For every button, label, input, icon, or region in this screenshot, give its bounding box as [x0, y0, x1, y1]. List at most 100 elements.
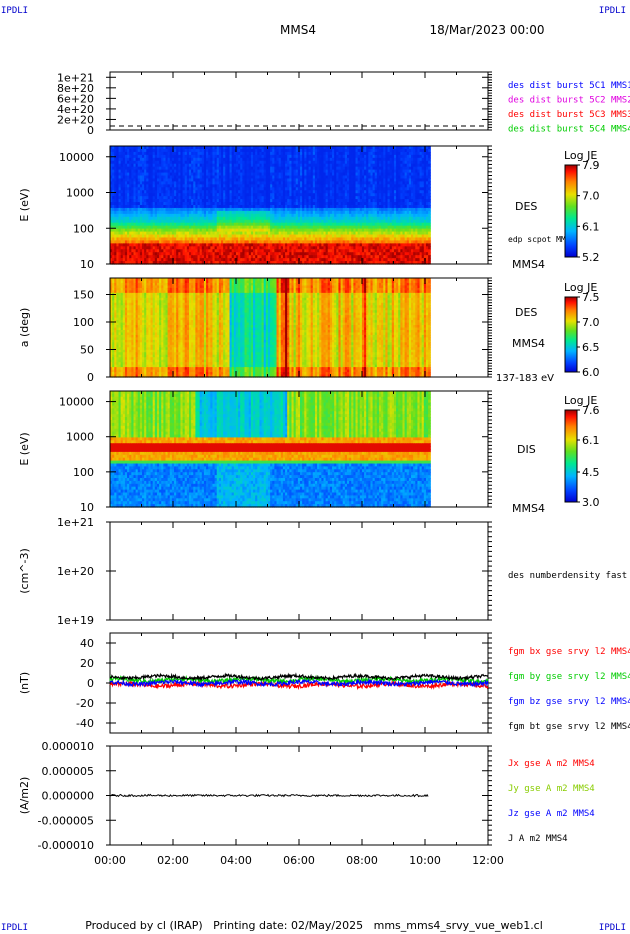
- heatmap-cell: [163, 187, 167, 191]
- heatmap-cell: [131, 243, 135, 247]
- heatmap-cell: [139, 166, 143, 171]
- heatmap-cell: [161, 157, 164, 162]
- heatmap-cell: [156, 240, 160, 244]
- heatmap-cell: [216, 184, 220, 188]
- heatmap-cell: [148, 148, 152, 153]
- heatmap-cell: [137, 258, 141, 262]
- heatmap-cell: [142, 228, 145, 233]
- heatmap-cell: [144, 154, 147, 159]
- heatmap-cell: [182, 219, 186, 224]
- heatmap-cell: [159, 148, 162, 153]
- heatmap-cell: [142, 202, 145, 206]
- heatmap-cell: [197, 258, 201, 262]
- heatmap-cell: [122, 255, 126, 259]
- heatmap-cell: [186, 252, 190, 256]
- heatmap-cell: [127, 202, 130, 206]
- heatmap-cell: [110, 178, 113, 182]
- heatmap-cell: [178, 213, 182, 218]
- heatmap-cell: [176, 210, 179, 215]
- heatmap-cell: [114, 151, 117, 156]
- heatmap-cell: [110, 202, 113, 206]
- heatmap-cell: [159, 184, 162, 188]
- heatmap-cell: [133, 237, 137, 241]
- heatmap-cell: [114, 202, 117, 206]
- heatmap-cell: [178, 178, 182, 182]
- heatmap-cell: [208, 166, 211, 171]
- heatmap-cell: [178, 228, 182, 233]
- heatmap-cell: [129, 240, 132, 244]
- heatmap-cell: [165, 234, 169, 239]
- heatmap-cell: [197, 148, 201, 153]
- heatmap-cell: [135, 219, 139, 224]
- heatmap-cell: [210, 175, 214, 180]
- heatmap-cell: [171, 222, 175, 227]
- heatmap-cell: [176, 154, 179, 159]
- heatmap-cell: [199, 202, 203, 206]
- corner-label-tr: IPDLI: [598, 6, 626, 16]
- heatmap-cell: [171, 190, 175, 194]
- heatmap-cell: [144, 231, 147, 236]
- heatmap-cell: [178, 157, 182, 162]
- heatmap-cell: [195, 243, 199, 247]
- heatmap-cell: [210, 163, 214, 168]
- heatmap-cell: [122, 202, 126, 206]
- heatmap-cell: [118, 175, 122, 180]
- heatmap-cell: [139, 258, 143, 262]
- heatmap-cell: [112, 178, 115, 182]
- heatmap-cell: [197, 169, 201, 174]
- heatmap-cell: [191, 187, 194, 191]
- heatmap-cell: [142, 231, 145, 236]
- heatmap-cell: [154, 181, 158, 185]
- heatmap-cell: [210, 252, 214, 256]
- heatmap-cell: [191, 261, 194, 265]
- heatmap-cell: [142, 219, 145, 224]
- heatmap-cell: [208, 228, 211, 233]
- heatmap-cell: [139, 169, 143, 174]
- heatmap-cell: [174, 193, 177, 197]
- heatmap-cell: [112, 243, 115, 247]
- heatmap-cell: [212, 205, 216, 209]
- heatmap-cell: [114, 207, 117, 212]
- heatmap-cell: [218, 240, 222, 244]
- heatmap-cell: [148, 261, 152, 265]
- heatmap-cell: [120, 205, 124, 209]
- heatmap-cell: [129, 172, 132, 177]
- heatmap-cell: [214, 175, 218, 180]
- heatmap-cell: [165, 228, 169, 233]
- heatmap-cell: [148, 246, 152, 250]
- heatmap-cell: [174, 228, 177, 233]
- heatmap-cell: [122, 207, 126, 212]
- heatmap-cell: [150, 207, 154, 212]
- heatmap-cell: [171, 237, 175, 241]
- heatmap-cell: [184, 166, 188, 171]
- heatmap-cell: [118, 163, 122, 168]
- heatmap-cell: [165, 151, 169, 156]
- heatmap-cell: [110, 237, 113, 241]
- heatmap-cell: [163, 231, 167, 236]
- heatmap-cell: [176, 172, 179, 177]
- heatmap-cell: [120, 234, 124, 239]
- heatmap-cell: [178, 207, 182, 212]
- corner-label-bl: IPDLI: [1, 923, 29, 933]
- heatmap-cell: [186, 184, 190, 188]
- heatmap-cell: [142, 169, 145, 174]
- heatmap-cell: [135, 175, 139, 180]
- heatmap-cell: [212, 160, 216, 165]
- heatmap-cell: [180, 234, 184, 239]
- heatmap-cell: [116, 163, 120, 168]
- heatmap-cell: [201, 146, 205, 150]
- heatmap-cell: [142, 240, 145, 244]
- heatmap-cell: [154, 190, 158, 194]
- heatmap-cell: [110, 163, 113, 168]
- heatmap-cell: [142, 222, 145, 227]
- heatmap-cell: [197, 234, 201, 239]
- heatmap-cell: [216, 181, 220, 185]
- heatmap-cell: [197, 146, 201, 150]
- heatmap-cell: [199, 237, 203, 241]
- heatmap-cell: [159, 234, 162, 239]
- heatmap-cell: [129, 187, 132, 191]
- heatmap-cell: [114, 166, 117, 171]
- heatmap-cell: [191, 166, 194, 171]
- heatmap-cell: [146, 199, 150, 203]
- heatmap-cell: [114, 258, 117, 262]
